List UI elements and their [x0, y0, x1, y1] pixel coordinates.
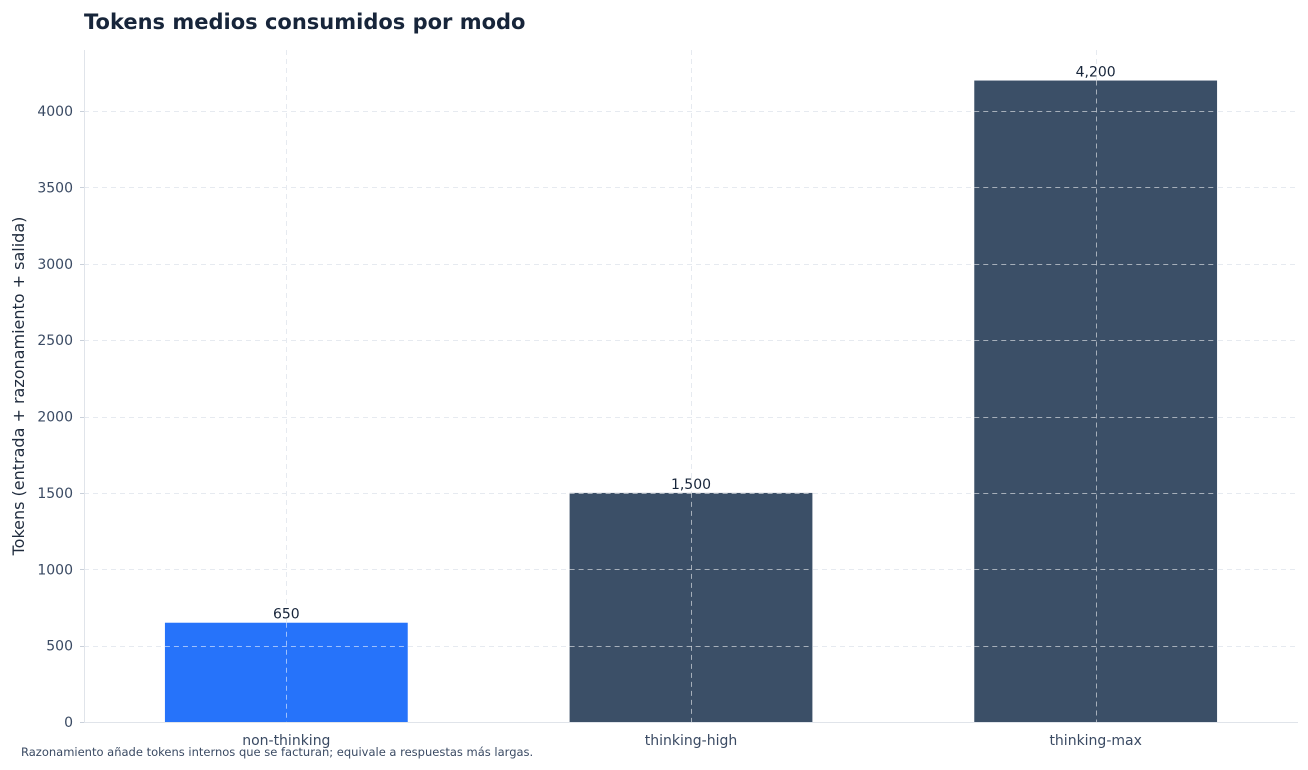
x-tick-label: thinking-high: [645, 733, 737, 749]
bar-thinking-high: [569, 492, 813, 722]
chart-title: Tokens medios consumidos por modo: [84, 10, 525, 34]
y-tick-labels: 0 500 1000 1500 2000 2500 3000 3500 4000: [37, 104, 84, 731]
data-label: 4,200: [1076, 65, 1116, 81]
x-tick-label: non-thinking: [242, 733, 330, 749]
bar-thinking-max: [974, 80, 1218, 722]
y-tick-label: 3000: [37, 257, 73, 273]
x-tick-labels: non-thinking thinking-high thinking-max: [242, 733, 1142, 749]
footnote: Razonamiento añade tokens internos que s…: [21, 745, 534, 759]
data-labels: 650 1,500 4,200: [273, 65, 1116, 623]
y-tick-label: 3500: [37, 180, 73, 196]
x-tick-label: thinking-max: [1049, 733, 1141, 749]
y-tick-label: 4000: [37, 104, 73, 120]
data-label: 1,500: [671, 477, 711, 493]
y-tick-label: 500: [46, 639, 73, 655]
gridlines-over-bars: [164, 80, 1218, 722]
axes: [84, 50, 1298, 723]
y-axis-label: Tokens (entrada + razonamiento + salida): [9, 217, 28, 557]
y-tick-label: 1500: [37, 486, 73, 502]
y-tick-label: 2500: [37, 333, 73, 349]
y-tick-label: 1000: [37, 562, 73, 578]
y-tick-label: 2000: [37, 410, 73, 426]
y-tick-label: 0: [64, 715, 73, 731]
data-label: 650: [273, 607, 300, 623]
